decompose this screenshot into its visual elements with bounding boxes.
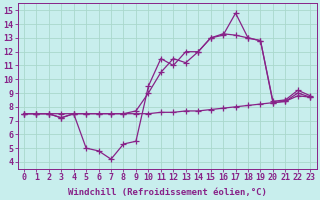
X-axis label: Windchill (Refroidissement éolien,°C): Windchill (Refroidissement éolien,°C) bbox=[68, 188, 267, 197]
